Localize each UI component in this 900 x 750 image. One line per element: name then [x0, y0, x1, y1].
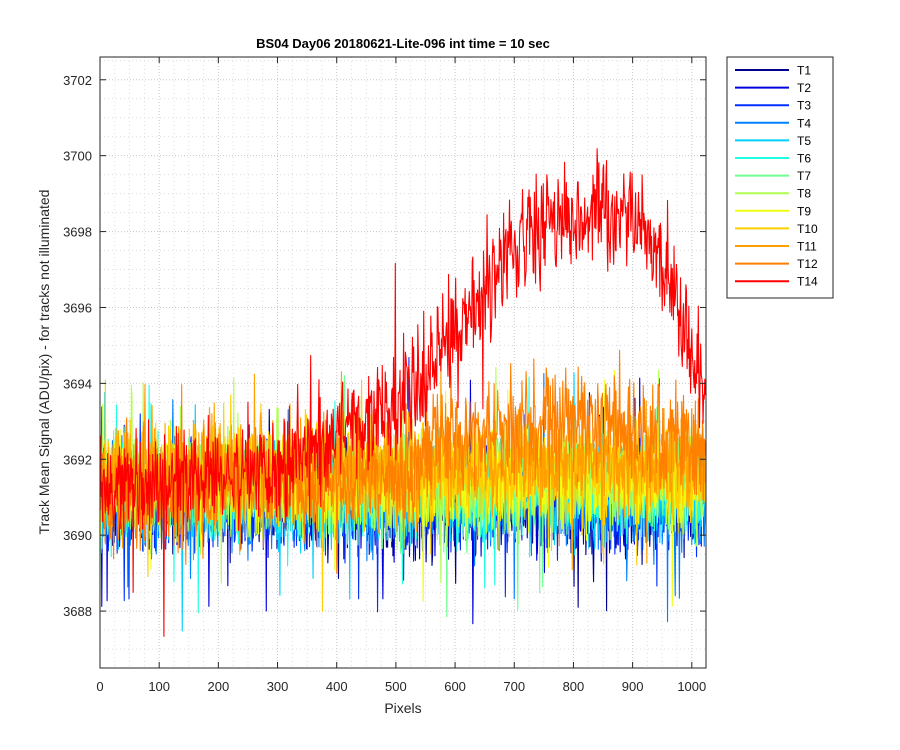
y-tick-label: 3692 — [63, 452, 92, 467]
legend-items: T1 T2 T3 T4 T5 T6 T7 T8 T9 T10 T11 T12 T14 — [735, 64, 818, 289]
grid-layer — [99, 57, 706, 669]
x-tick-label: 300 — [267, 679, 289, 694]
x-axis-label: Pixels — [384, 700, 421, 716]
legend-label-t10: T10 — [797, 222, 818, 236]
x-tick-label: 1000 — [677, 679, 706, 694]
legend-label-t14: T14 — [797, 275, 818, 289]
legend-label-t8: T8 — [797, 187, 811, 201]
x-tick-label: 100 — [148, 679, 170, 694]
legend-label-t2: T2 — [797, 81, 811, 95]
x-tick-label: 700 — [503, 679, 525, 694]
series-line-t12 — [100, 349, 706, 574]
x-tick-label: 600 — [444, 679, 466, 694]
plot-frame — [99, 56, 707, 669]
legend-label-t5: T5 — [797, 134, 811, 148]
legend-label-t7: T7 — [797, 169, 811, 183]
y-tick-label: 3698 — [63, 225, 92, 240]
x-tick-label: 200 — [208, 679, 230, 694]
legend-box — [726, 56, 834, 299]
series-line-t14 — [100, 148, 706, 637]
legend-label-t9: T9 — [797, 204, 811, 218]
legend-label-t12: T12 — [797, 257, 818, 271]
y-tick-label: 3702 — [63, 73, 92, 88]
y-tick-label: 3688 — [63, 604, 92, 619]
x-tick-label: 400 — [326, 679, 348, 694]
series-layer — [100, 148, 706, 637]
x-tick-label: 0 — [96, 679, 103, 694]
y-tick-label: 3690 — [63, 528, 92, 543]
y-tick-label: 3694 — [63, 376, 92, 391]
plot-area: 0 100 200 300 400 500 600 700 800 900 1000 3688 3690… — [63, 56, 707, 694]
chart-title: BS04 Day06 20180621-Lite-096 int time = … — [256, 36, 550, 51]
tick-layer: 0 100 200 300 400 500 600 700 800 900 1000 3688 3690… — [63, 57, 706, 694]
legend-label-t6: T6 — [797, 152, 811, 166]
legend-label-t3: T3 — [797, 99, 811, 113]
x-tick-label: 800 — [563, 679, 585, 694]
y-tick-label: 3700 — [63, 149, 92, 164]
x-tick-label: 900 — [622, 679, 644, 694]
legend-label-t1: T1 — [797, 64, 811, 78]
legend-label-t4: T4 — [797, 116, 811, 130]
legend-label-t11: T11 — [797, 240, 817, 254]
y-axis-label: Track Mean Signal (ADU/pix) - for tracks… — [36, 190, 52, 535]
legend: T1 T2 T3 T4 T5 T6 T7 T8 T9 T10 T11 T12 T14 — [726, 56, 834, 299]
y-tick-label: 3696 — [63, 300, 92, 315]
x-tick-label: 500 — [385, 679, 407, 694]
